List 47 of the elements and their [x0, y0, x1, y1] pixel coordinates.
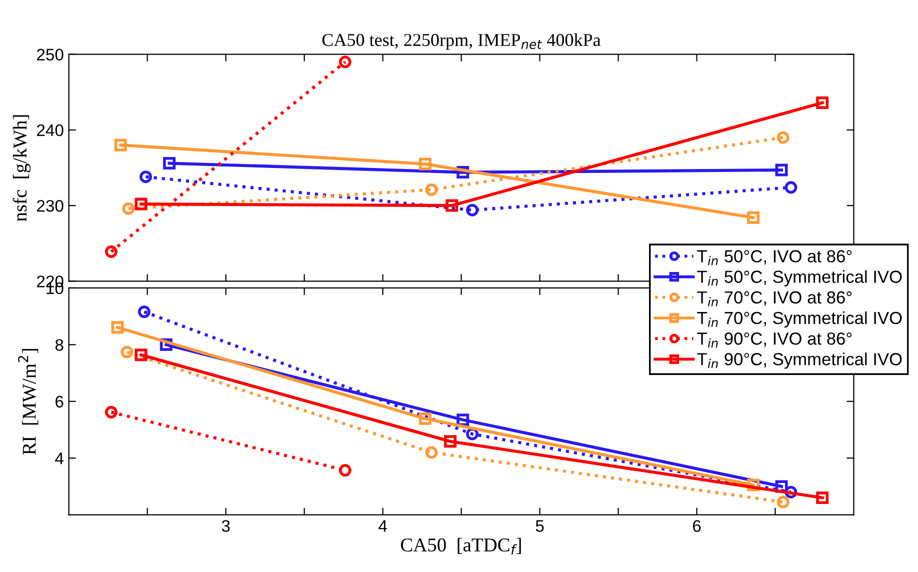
point: [747, 211, 760, 224]
legend-label: T$_{in}$ 50°C, IVO at 86°: [697, 250, 852, 266]
x-tick-label: 4: [378, 520, 387, 532]
legend-label: T$_{in}$ 70°C, IVO at 86°: [697, 291, 852, 306]
x-tick-label: 3: [222, 520, 230, 532]
point: [776, 496, 790, 508]
point: [338, 56, 352, 68]
point: [134, 198, 148, 210]
legend-label: T$_{in}$ 90°C, IVO at 86°: [697, 332, 852, 348]
point: [122, 202, 135, 215]
point: [338, 464, 352, 477]
x-tick-label: 6: [692, 520, 701, 532]
point: [816, 492, 829, 504]
point: [418, 412, 432, 425]
y-tick-label: 4: [55, 452, 64, 464]
y-tick-label: 240: [37, 124, 64, 136]
point: [111, 321, 124, 334]
legend-label: T$_{in}$ 50°C, Symmetrical IVO: [697, 270, 902, 286]
y-tick-label: 250: [37, 48, 64, 61]
point: [163, 156, 176, 170]
point: [466, 204, 479, 216]
point: [425, 446, 438, 459]
point: [425, 183, 438, 196]
point: [776, 131, 790, 144]
point: [120, 346, 134, 358]
point: [444, 435, 457, 448]
point: [104, 406, 118, 418]
point: [104, 245, 118, 258]
point: [138, 306, 150, 318]
chart-title: CA50 test, 2250rpm, IMEP$_{net}$ 400kPa: [322, 33, 601, 50]
point: [134, 348, 148, 362]
point: [140, 170, 152, 184]
legend-label: T$_{in}$ 70°C, Symmetrical IVO: [697, 311, 902, 328]
y-tick-label: 230: [37, 200, 64, 212]
point: [775, 164, 788, 176]
point: [446, 199, 458, 212]
point: [816, 96, 829, 109]
point: [418, 158, 432, 170]
y-tick-label: 6: [56, 396, 64, 408]
y-axis-title: RI [MW/m$^{2}$]: [18, 349, 38, 455]
point: [114, 138, 127, 152]
y-axis-title: nsfc [g/kWh]: [12, 115, 31, 222]
x-tick-label: 5: [536, 520, 544, 532]
legend-label: T$_{in}$ 90°C, Symmetrical IVO: [697, 352, 902, 369]
y-tick-label: 8: [55, 339, 64, 351]
x-axis-title: CA50 [aTDC$_{f}$]: [400, 538, 521, 555]
point: [784, 181, 798, 194]
